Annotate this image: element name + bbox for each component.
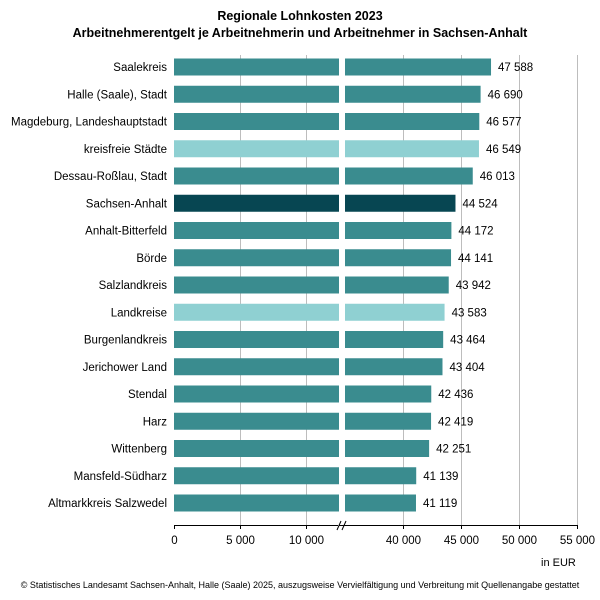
bar-left-segment-4 bbox=[174, 167, 339, 185]
value-label-15: 41 139 bbox=[423, 471, 458, 483]
bar-left-segment-8 bbox=[174, 276, 339, 294]
value-label-11: 43 404 bbox=[449, 362, 485, 374]
value-label-3: 46 549 bbox=[486, 144, 521, 156]
bar-right-segment-13 bbox=[345, 412, 432, 430]
axis-break-mark-2 bbox=[341, 520, 347, 531]
x-tick-label-4: 45 000 bbox=[444, 535, 479, 547]
value-label-2: 46 577 bbox=[486, 117, 521, 129]
x-tick-label-1: 5 000 bbox=[226, 535, 255, 547]
category-label-10: Burgenlandkreis bbox=[84, 335, 167, 347]
category-label-7: Börde bbox=[136, 253, 167, 265]
value-label-1: 46 690 bbox=[488, 89, 523, 101]
bar-right-segment-10 bbox=[345, 331, 444, 348]
chart-title: Regionale Lohnkosten 2023 bbox=[217, 9, 383, 23]
bar-left-segment-11 bbox=[174, 358, 339, 376]
bar-right-segment-2 bbox=[345, 113, 480, 130]
bar-left-segment-10 bbox=[174, 331, 339, 348]
category-label-13: Harz bbox=[143, 416, 168, 428]
value-label-7: 44 141 bbox=[458, 253, 493, 265]
category-label-15: Mansfeld-Südharz bbox=[74, 471, 168, 483]
category-label-11: Jerichower Land bbox=[83, 362, 167, 374]
bar-right-segment-9 bbox=[345, 303, 445, 321]
bar-right-segment-8 bbox=[345, 276, 449, 294]
bar-left-segment-12 bbox=[174, 385, 339, 403]
bar-right-segment-4 bbox=[345, 167, 473, 185]
category-label-5: Sachsen-Anhalt bbox=[86, 198, 168, 210]
category-label-14: Wittenberg bbox=[111, 444, 167, 456]
x-tick-label-2: 10 000 bbox=[289, 535, 324, 547]
value-label-14: 42 251 bbox=[436, 444, 471, 456]
bar-left-segment-2 bbox=[174, 113, 339, 130]
bar-left-segment-0 bbox=[174, 58, 339, 76]
value-label-9: 43 583 bbox=[452, 307, 487, 319]
bar-right-segment-11 bbox=[345, 358, 443, 376]
category-label-3: kreisfreie Städte bbox=[84, 144, 167, 156]
category-label-0: Saalekreis bbox=[113, 62, 167, 74]
category-label-4: Dessau-Roßlau, Stadt bbox=[54, 171, 168, 183]
x-tick-label-5: 50 000 bbox=[502, 535, 537, 547]
category-label-2: Magdeburg, Landeshauptstadt bbox=[11, 117, 168, 129]
bar-right-segment-5 bbox=[345, 194, 456, 212]
category-label-8: Salzlandkreis bbox=[99, 280, 168, 292]
value-label-0: 47 588 bbox=[498, 62, 533, 74]
copyright-footer: © Statistisches Landesamt Sachsen-Anhalt… bbox=[20, 580, 580, 590]
value-label-5: 44 524 bbox=[462, 198, 498, 210]
bar-left-segment-5 bbox=[174, 194, 339, 212]
bar-right-segment-6 bbox=[345, 222, 452, 239]
bar-right-segment-14 bbox=[345, 440, 430, 457]
category-label-12: Stendal bbox=[128, 389, 167, 401]
bar-left-segment-13 bbox=[174, 412, 339, 430]
bar-right-segment-1 bbox=[345, 85, 481, 103]
value-label-8: 43 942 bbox=[456, 280, 491, 292]
bar-left-segment-15 bbox=[174, 467, 339, 485]
bar-right-segment-7 bbox=[345, 249, 452, 267]
value-label-6: 44 172 bbox=[458, 226, 493, 238]
x-tick-label-6: 55 000 bbox=[560, 535, 595, 547]
bar-right-segment-3 bbox=[345, 140, 479, 158]
bar-right-segment-12 bbox=[345, 385, 432, 403]
axis-break-mark-1 bbox=[336, 520, 342, 531]
bar-left-segment-6 bbox=[174, 222, 339, 239]
value-label-16: 41 119 bbox=[423, 498, 457, 510]
bar-left-segment-1 bbox=[174, 85, 339, 103]
x-tick-label-0: 0 bbox=[171, 535, 177, 547]
value-label-4: 46 013 bbox=[480, 171, 515, 183]
bar-left-segment-9 bbox=[174, 303, 339, 321]
bar-right-segment-0 bbox=[345, 58, 492, 76]
bar-left-segment-14 bbox=[174, 440, 339, 457]
bar-left-segment-3 bbox=[174, 140, 339, 158]
category-label-9: Landkreise bbox=[111, 307, 167, 319]
value-label-12: 42 436 bbox=[438, 389, 473, 401]
value-label-10: 43 464 bbox=[450, 335, 486, 347]
category-label-6: Anhalt-Bitterfeld bbox=[85, 226, 167, 238]
chart-subtitle: Arbeitnehmerentgelt je Arbeitnehmerin un… bbox=[72, 26, 528, 40]
bar-left-segment-7 bbox=[174, 249, 339, 267]
x-tick-label-3: 40 000 bbox=[386, 535, 421, 547]
bar-right-segment-15 bbox=[345, 467, 417, 485]
category-label-1: Halle (Saale), Stadt bbox=[67, 89, 168, 101]
bar-right-segment-16 bbox=[345, 494, 416, 512]
bar-left-segment-16 bbox=[174, 494, 339, 512]
bar-chart: Saalekreis 47 588 Halle (Saale), Stadt 46 6… bbox=[11, 55, 595, 547]
category-label-16: Altmarkkreis Salzwedel bbox=[48, 498, 167, 510]
value-label-13: 42 419 bbox=[438, 416, 473, 428]
x-axis-unit-label: in EUR bbox=[541, 557, 576, 569]
